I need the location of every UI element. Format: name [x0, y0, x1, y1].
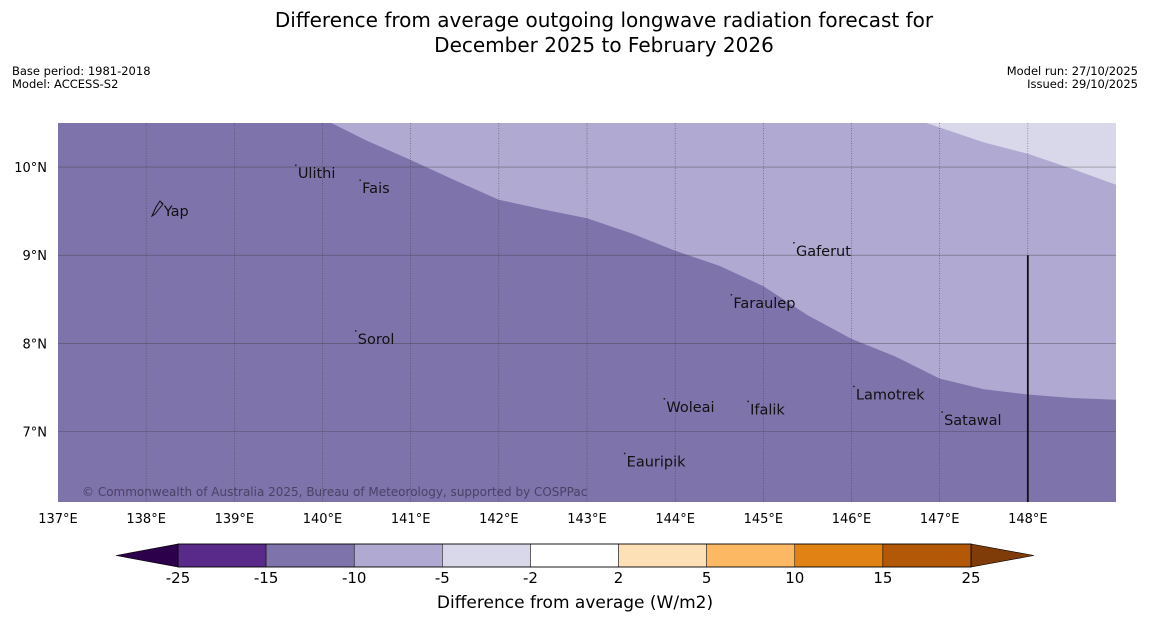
lon-tick-label: 147°E — [920, 512, 960, 527]
colorbar-tick-label: 2 — [614, 569, 624, 587]
colorbar-tick-label: -10 — [342, 569, 367, 587]
lon-tick-label: 144°E — [655, 512, 695, 527]
lon-tick-label: 139°E — [215, 512, 255, 527]
place-label-faraulep: Faraulep — [733, 296, 795, 312]
issued-date: Issued: 29/10/2025 — [1027, 77, 1138, 91]
island-marker — [663, 397, 666, 400]
place-label-fais: Fais — [362, 181, 389, 197]
field-minus5-to-minus2 — [926, 123, 1116, 185]
field-minus10-to-minus5 — [331, 123, 1116, 400]
lon-tick-label: 138°E — [126, 512, 166, 527]
colorbar-tick-label: 5 — [702, 569, 712, 587]
colorbar-segment — [265, 543, 355, 568]
place-label-ifalik: Ifalik — [750, 402, 785, 418]
lon-tick-label: 143°E — [567, 512, 607, 527]
place-label-ulithi: Ulithi — [298, 166, 336, 182]
island-marker — [623, 452, 626, 455]
model-run: Model run: 27/10/2025 — [1006, 64, 1138, 78]
colorbar-over-arrow — [970, 543, 1035, 568]
colorbar-tick-label: 15 — [873, 569, 892, 587]
colorbar-segment — [530, 543, 619, 568]
lat-tick-label: 9°N — [23, 249, 48, 264]
colorbar-segment — [442, 543, 531, 568]
place-label-gaferut: Gaferut — [796, 244, 851, 260]
colorbar-tick-label: -25 — [166, 569, 191, 587]
place-label-lamotrek: Lamotrek — [856, 387, 925, 403]
title-line-1: Difference from average outgoing longwav… — [274, 8, 934, 32]
colorbar-tick-label: 10 — [785, 569, 804, 587]
island-marker — [793, 241, 795, 244]
colorbar-title: Difference from average (W/m2) — [436, 593, 714, 613]
lon-tick-label: 140°E — [303, 512, 343, 527]
place-label-sorol: Sorol — [358, 332, 395, 348]
island-marker — [730, 293, 733, 296]
lat-tick-label: 10°N — [14, 161, 47, 176]
colorbar-segment — [353, 543, 443, 568]
colorbar-tick-label: -5 — [435, 569, 450, 587]
island-marker — [941, 411, 943, 413]
base-period: Base period: 1981-2018 — [12, 64, 151, 78]
colorbar-segment — [706, 543, 796, 568]
map-fields — [58, 123, 1116, 502]
copyright-text: © Commonwealth of Australia 2025, Bureau… — [82, 485, 587, 499]
meta-right: Model run: 27/10/2025 Issued: 29/10/2025 — [1007, 65, 1138, 91]
island-marker — [747, 400, 750, 403]
lat-tick-label: 7°N — [23, 425, 48, 440]
yap-island-shape — [150, 200, 164, 218]
model-name: Model: ACCESS-S2 — [12, 77, 119, 91]
title-line-2: December 2025 to February 2026 — [434, 33, 774, 57]
place-label-yap: Yap — [163, 204, 189, 220]
colorbar-tick-label: -2 — [523, 569, 538, 587]
colorbar-segment — [618, 543, 707, 568]
colorbar-under-arrow — [115, 543, 179, 568]
colorbar-segment — [794, 543, 884, 568]
colorbar-segment — [177, 543, 267, 568]
island-marker — [354, 330, 357, 332]
island-marker — [853, 385, 855, 388]
chart-title: Difference from average outgoing longwav… — [0, 8, 1150, 58]
colorbar-tick-label: -15 — [254, 569, 279, 587]
lon-tick-label: 141°E — [391, 512, 431, 527]
lon-tick-label: 145°E — [744, 512, 784, 527]
colorbar-segment — [882, 543, 972, 568]
place-label-woleai: Woleai — [666, 400, 714, 416]
meta-left: Base period: 1981-2018 Model: ACCESS-S2 — [12, 65, 151, 91]
lon-tick-label: 142°E — [479, 512, 519, 527]
colorbar-tick-label: 25 — [961, 569, 980, 587]
lon-tick-label: 137°E — [38, 512, 78, 527]
place-label-eauripik: Eauripik — [627, 454, 686, 470]
place-label-satawal: Satawal — [944, 413, 1001, 429]
lon-tick-label: 146°E — [832, 512, 872, 527]
lat-tick-label: 8°N — [23, 337, 48, 352]
colorbar-frame — [177, 543, 972, 568]
island-marker — [359, 179, 362, 182]
lon-tick-label: 148°E — [1008, 512, 1048, 527]
island-marker — [294, 164, 297, 167]
